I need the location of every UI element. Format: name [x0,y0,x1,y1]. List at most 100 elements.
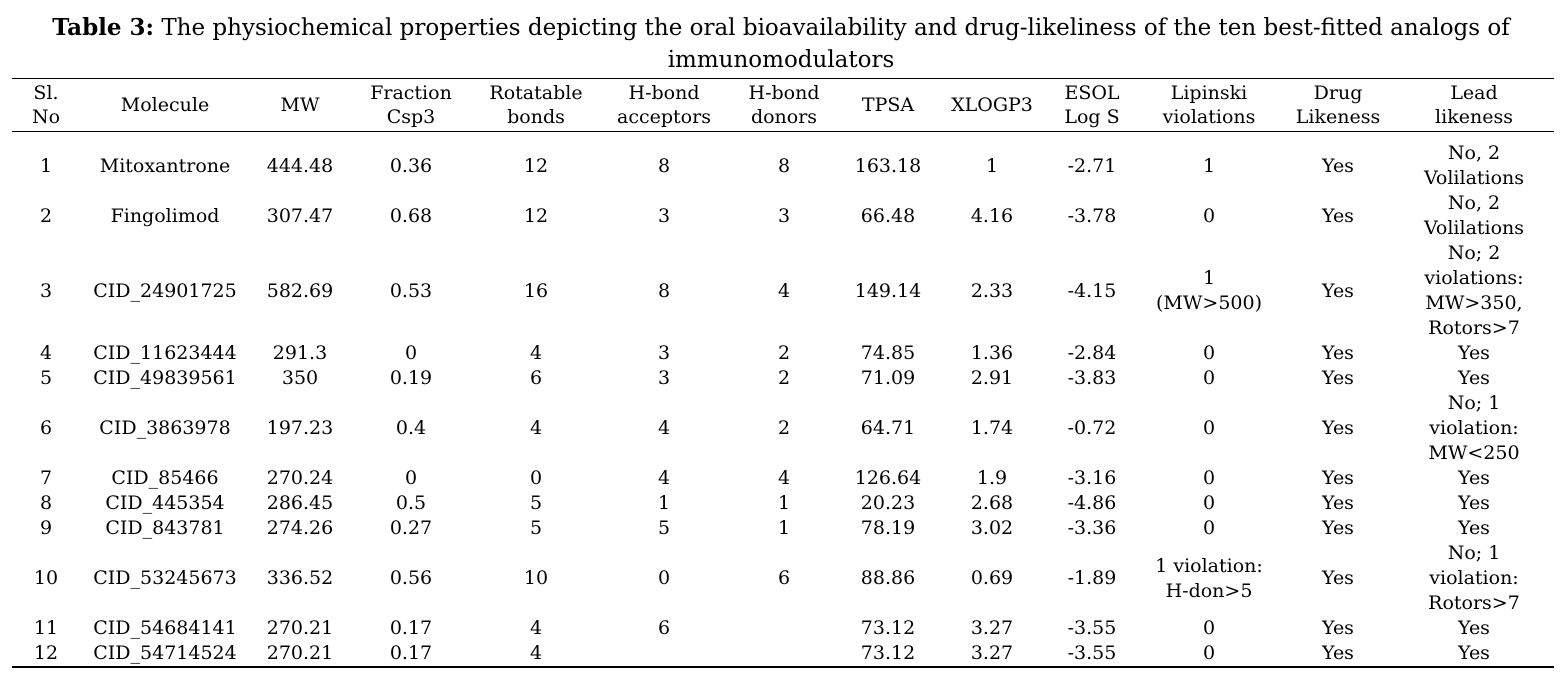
cell-esol-log-s: -3.83 [1067,367,1117,389]
cell-hbond-acceptors: 3 [657,367,671,389]
cell-rotatable-bonds: 4 [529,342,543,364]
table-row: 10 CID_53245673 336.52 0.56 10 0 6 88.86 0.69 -1.… [12,541,1554,616]
cell-mw: 582.69 [266,279,334,302]
cell-drug-likeness: Yes [1322,204,1354,227]
cell-lipinski-violations: 0 [1202,467,1216,489]
cell-sl-no: 2 [39,204,53,227]
table-row: 4 CID_11623444 291.3 0 4 3 2 74.85 1.36 -2.84 0 Yes… [12,341,1554,366]
cell-hbond-donors: 2 [777,417,791,439]
cell-xlogp3: 4.16 [970,204,1014,227]
cell-molecule: Mitoxantrone [99,154,231,177]
cell-fraction-csp3: 0.56 [389,567,433,589]
cell-fraction-csp3: 0.27 [389,517,433,539]
cell-lipinski-violations: 1 violation: H-don>5 [1155,554,1263,602]
cell-molecule: CID_11623444 [93,342,237,364]
table-header-row: Sl. No Molecule MW Fraction Csp3 Rotatable… [12,78,1554,132]
cell-lead-likeness: Yes [1458,642,1490,664]
cell-hbond-donors: 1 [777,492,791,514]
header-hbond-acceptors: H-bond acceptors [617,82,711,128]
cell-mw: 197.23 [266,417,334,439]
cell-molecule: CID_3863978 [99,417,231,439]
cell-mw: 350 [281,367,319,389]
cell-drug-likeness: Yes [1322,492,1354,514]
header-sl-no: Sl. No [31,82,61,128]
cell-rotatable-bonds: 4 [529,642,543,664]
cell-rotatable-bonds: 4 [529,417,543,439]
cell-rotatable-bonds: 5 [529,517,543,539]
table-caption: Table 3: The physiochemical properties d… [10,12,1552,76]
cell-lead-likeness: Yes [1458,617,1490,639]
cell-lead-likeness: No; 1 violation: Rotors>7 [1428,542,1520,614]
cell-fraction-csp3: 0.53 [389,279,433,302]
cell-hbond-acceptors: 8 [657,154,671,177]
cell-hbond-acceptors: 3 [657,342,671,364]
cell-drug-likeness: Yes [1322,567,1354,589]
cell-esol-log-s: -2.84 [1067,342,1117,364]
cell-esol-log-s: -3.16 [1067,467,1117,489]
cell-mw: 307.47 [266,204,334,227]
cell-molecule: CID_843781 [105,517,225,539]
cell-hbond-donors [728,616,840,641]
cell-lead-likeness: Yes [1458,367,1490,389]
cell-fraction-csp3: 0.68 [389,204,433,227]
table-row: 2 Fingolimod 307.47 0.68 12 3 3 66.48 4.16 -3.78 0… [12,191,1554,241]
cell-fraction-csp3: 0 [404,467,418,489]
cell-xlogp3: 1.36 [970,342,1014,364]
header-fraction-csp3: Fraction Csp3 [370,82,452,128]
cell-mw: 336.52 [266,567,334,589]
cell-fraction-csp3: 0.17 [389,642,433,664]
cell-esol-log-s: -2.71 [1067,154,1117,177]
cell-lipinski-violations: 0 [1202,367,1216,389]
cell-tpsa: 73.12 [860,617,916,639]
cell-hbond-donors [728,641,840,667]
cell-hbond-acceptors: 6 [657,617,671,639]
cell-xlogp3: 1 [985,154,999,177]
cell-lead-likeness: Yes [1458,342,1490,364]
cell-molecule: CID_53245673 [93,567,237,589]
cell-esol-log-s: -4.86 [1067,492,1117,514]
cell-drug-likeness: Yes [1322,642,1354,664]
cell-tpsa: 20.23 [860,492,916,514]
cell-tpsa: 71.09 [860,367,916,389]
properties-table: Sl. No Molecule MW Fraction Csp3 Rotatable… [12,78,1554,668]
cell-xlogp3: 2.91 [970,367,1014,389]
header-xlogp3: XLOGP3 [951,94,1033,116]
cell-xlogp3: 3.02 [970,517,1014,539]
cell-sl-no: 10 [33,567,59,589]
cell-lead-likeness: No, 2 Volilations [1423,192,1525,239]
cell-rotatable-bonds: 6 [529,367,543,389]
cell-tpsa: 163.18 [854,154,922,177]
table-row: 1 Mitoxantrone 444.48 0.36 12 8 8 163.18 1 -2.71 1… [12,141,1554,191]
cell-fraction-csp3: 0.19 [389,367,433,389]
cell-esol-log-s: -3.55 [1067,617,1117,639]
cell-molecule: CID_49839561 [93,367,237,389]
cell-hbond-acceptors: 4 [657,417,671,439]
cell-molecule: CID_24901725 [93,279,237,302]
cell-esol-log-s: -3.78 [1067,204,1117,227]
cell-xlogp3: 2.33 [970,279,1014,302]
cell-mw: 286.45 [266,492,334,514]
table-row: 6 CID_3863978 197.23 0.4 4 4 2 64.71 1.74 -0.72 0 Y… [12,391,1554,466]
cell-sl-no: 7 [39,467,53,489]
cell-rotatable-bonds: 0 [529,467,543,489]
table-body: 1 Mitoxantrone 444.48 0.36 12 8 8 163.18 1 -2.71 1… [12,132,1554,667]
cell-sl-no: 1 [39,154,53,177]
cell-drug-likeness: Yes [1322,154,1354,177]
cell-tpsa: 78.19 [860,517,916,539]
cell-xlogp3: 1.9 [976,467,1008,489]
cell-hbond-donors: 2 [777,342,791,364]
cell-tpsa: 66.48 [860,204,916,227]
cell-drug-likeness: Yes [1322,342,1354,364]
cell-lipinski-violations: 0 [1202,342,1216,364]
cell-sl-no: 5 [39,367,53,389]
cell-hbond-donors: 1 [777,517,791,539]
cell-esol-log-s: -0.72 [1067,417,1117,439]
cell-xlogp3: 0.69 [970,567,1014,589]
cell-rotatable-bonds: 5 [529,492,543,514]
table-row: 7 CID_85466 270.24 0 0 4 4 126.64 1.9 -3.16 0 Yes Ye… [12,466,1554,491]
cell-mw: 291.3 [272,342,328,364]
cell-drug-likeness: Yes [1322,517,1354,539]
cell-molecule: Fingolimod [110,204,220,227]
cell-lipinski-violations: 0 [1202,642,1216,664]
